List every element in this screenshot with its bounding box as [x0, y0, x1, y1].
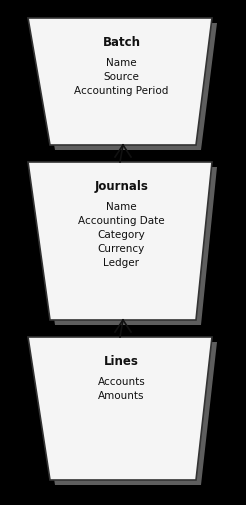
Polygon shape — [33, 167, 217, 325]
Text: Accounts: Accounts — [98, 377, 145, 387]
Polygon shape — [33, 23, 217, 150]
Text: Accounting Period: Accounting Period — [74, 86, 169, 96]
Text: Ledger: Ledger — [104, 258, 139, 268]
Text: Category: Category — [98, 230, 145, 240]
Text: Name: Name — [106, 58, 137, 68]
Text: Name: Name — [106, 202, 137, 212]
Text: Batch: Batch — [103, 36, 140, 49]
Text: Lines: Lines — [104, 355, 139, 368]
Text: Currency: Currency — [98, 244, 145, 254]
Polygon shape — [28, 337, 212, 480]
Text: Journals: Journals — [94, 180, 148, 193]
Text: Amounts: Amounts — [98, 391, 145, 401]
Polygon shape — [33, 342, 217, 485]
Polygon shape — [28, 162, 212, 320]
Polygon shape — [28, 18, 212, 145]
Text: Accounting Date: Accounting Date — [78, 216, 165, 226]
Text: Source: Source — [104, 72, 139, 82]
